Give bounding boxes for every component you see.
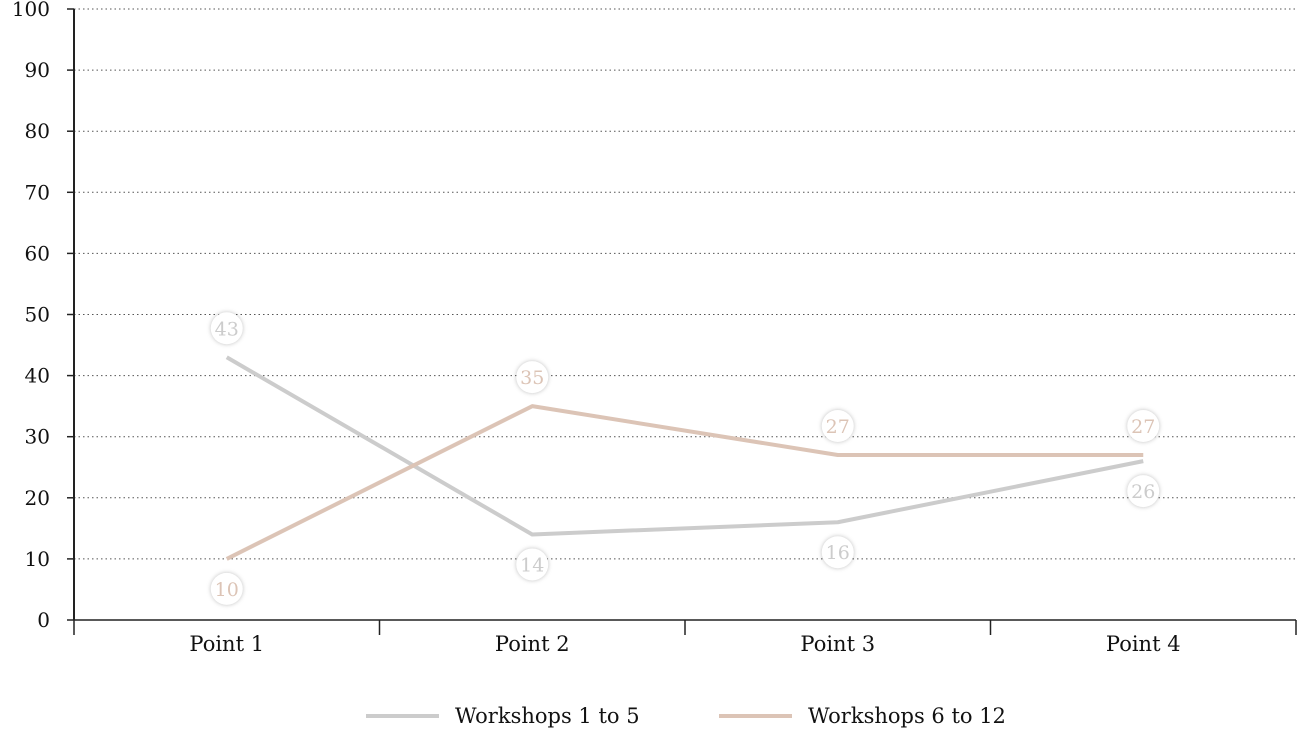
y-tick-label: 20 [25, 486, 50, 510]
grid [74, 8, 1296, 560]
x-axis: Point 1 Point 2 Point 3 Point 4 [73, 619, 1297, 656]
series-line-2 [225, 404, 1144, 561]
data-label-bubble [821, 536, 854, 569]
data-label: 35 [520, 367, 544, 389]
data-label: 10 [215, 579, 239, 601]
y-axis: 0 10 20 30 40 50 60 70 80 90 100 [12, 0, 75, 632]
data-label: 43 [215, 318, 239, 340]
x-tick-label: Point 3 [800, 632, 875, 656]
legend-item-2[interactable]: Workshops 6 to 12 [719, 704, 1006, 728]
y-tick-label: 40 [25, 364, 50, 388]
x-tick-label: Point 4 [1106, 632, 1181, 656]
x-tick-label: Point 2 [495, 632, 570, 656]
y-tick-label: 60 [25, 241, 50, 265]
data-label-bubble [516, 548, 549, 581]
legend-label: Workshops 6 to 12 [808, 704, 1006, 728]
data-label-bubble [210, 312, 243, 345]
data-label: 27 [1131, 416, 1155, 438]
legend-label: Workshops 1 to 5 [455, 704, 640, 728]
legend-item-1[interactable]: Workshops 1 to 5 [366, 704, 640, 728]
data-labels: 43 14 16 26 10 35 27 27 [210, 312, 1160, 605]
series [225, 355, 1144, 561]
legend[interactable]: Workshops 1 to 5 Workshops 6 to 12 [366, 704, 1006, 728]
y-tick-label: 10 [25, 547, 50, 571]
data-label: 27 [826, 416, 850, 438]
y-tick-label: 70 [25, 180, 50, 204]
data-label: 26 [1131, 481, 1155, 503]
y-tick-label: 50 [25, 303, 50, 327]
y-tick-label: 80 [25, 119, 50, 143]
data-label-bubble [210, 572, 243, 605]
y-tick-label: 0 [37, 608, 50, 632]
y-tick-label: 30 [25, 425, 50, 449]
data-label-bubble [1127, 475, 1160, 508]
data-label-bubble [821, 410, 854, 443]
y-tick-label: 90 [25, 58, 50, 82]
data-label-bubble [516, 361, 549, 394]
y-tick-label: 100 [12, 0, 50, 21]
data-label: 14 [520, 554, 544, 576]
x-tick-label: Point 1 [189, 632, 264, 656]
series-line-1 [225, 355, 1144, 537]
data-label-bubble [1127, 410, 1160, 443]
data-label: 16 [826, 542, 850, 564]
